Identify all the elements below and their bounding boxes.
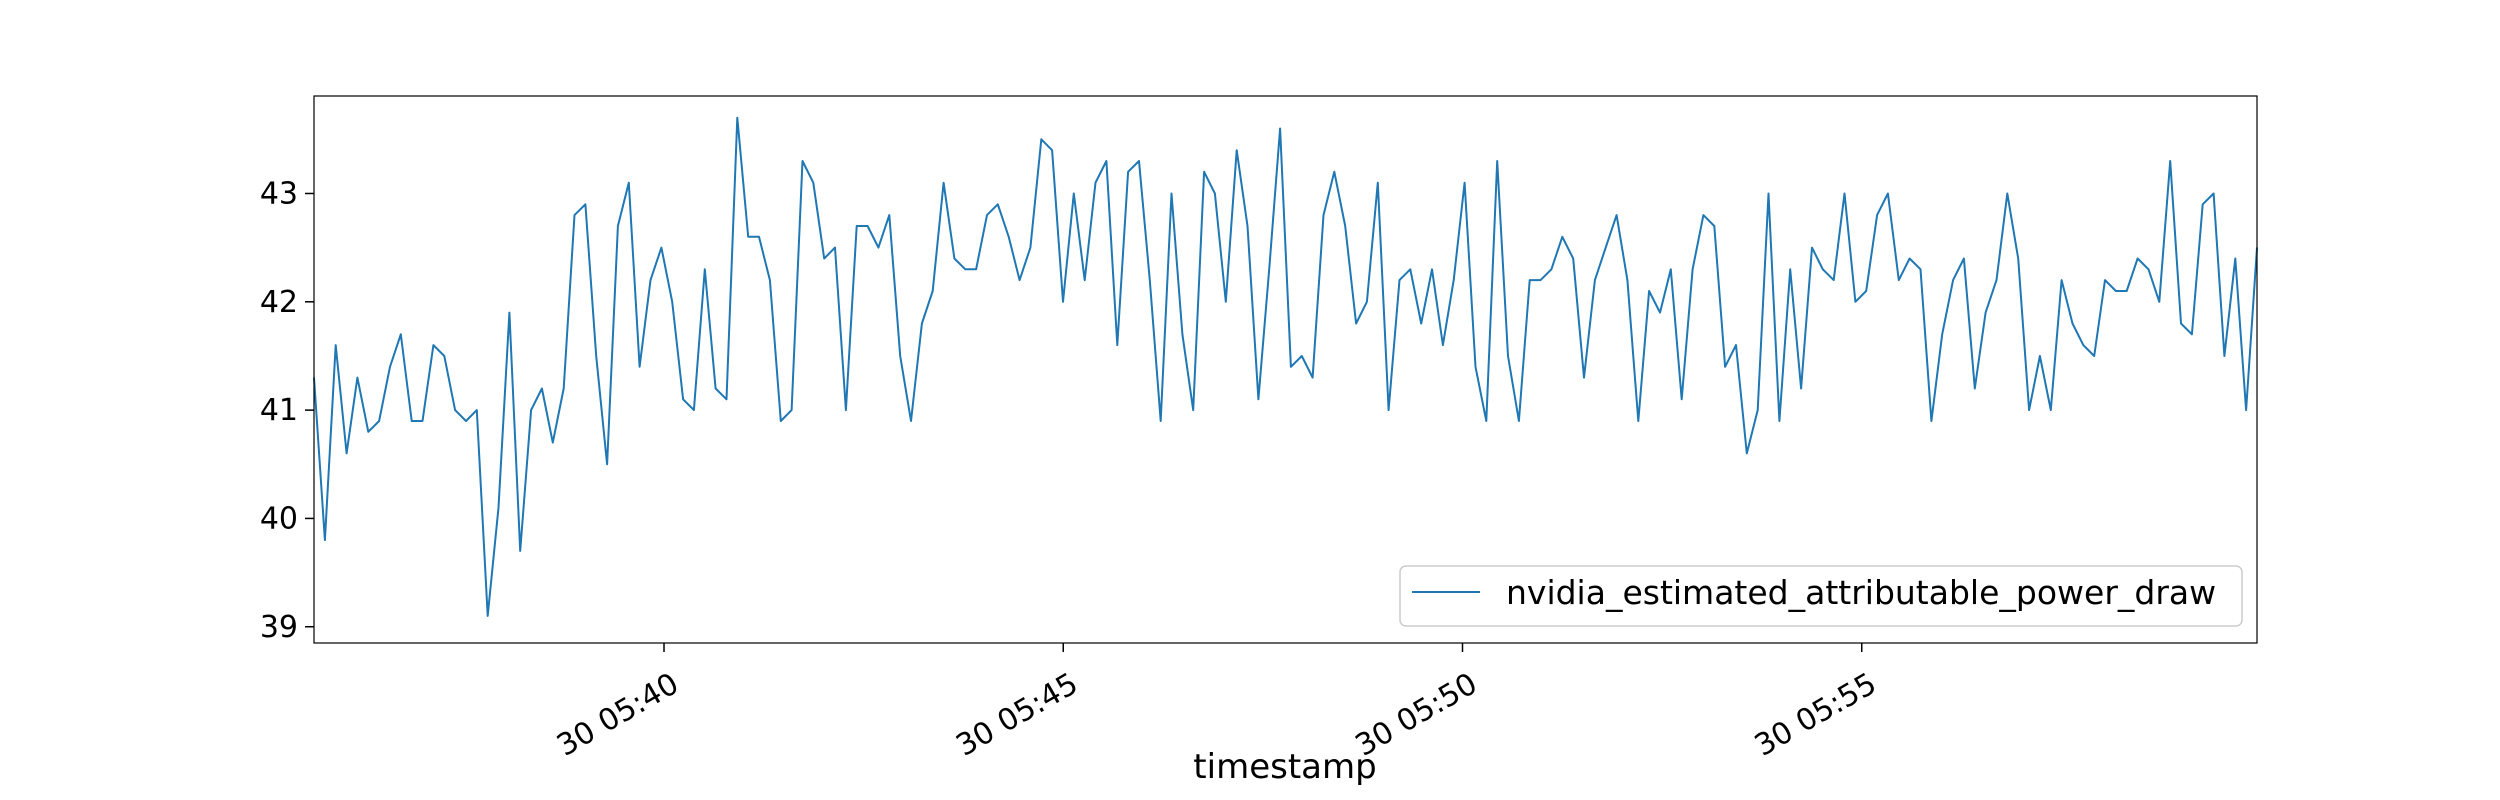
y-tick-label-0: 39 [260,610,298,645]
x-tick-label-1: 30 05:45 [950,666,1084,763]
y-tick-label-1: 40 [260,501,298,536]
legend-label: nvidia_estimated_attributable_power_draw [1506,573,2216,612]
x-axis: 30 05:40 30 05:45 30 05:50 30 05:55 [551,643,1883,764]
series-layer [313,116,2258,617]
series-line-0 [313,116,2258,617]
plot-background [314,96,2257,643]
legend: nvidia_estimated_attributable_power_draw [1399,565,2243,627]
y-tick-label-2: 41 [260,393,298,428]
x-tick-label-0: 30 05:40 [551,666,685,763]
y-axis: 39 40 41 42 43 [260,176,314,645]
x-axis-title: timestamp [1193,747,1376,787]
y-tick-label-4: 43 [260,176,298,211]
x-tick-label-3: 30 05:55 [1749,666,1883,763]
y-tick-label-3: 42 [260,285,298,320]
legend-box [1399,565,2243,627]
plot-frame [313,95,2258,644]
